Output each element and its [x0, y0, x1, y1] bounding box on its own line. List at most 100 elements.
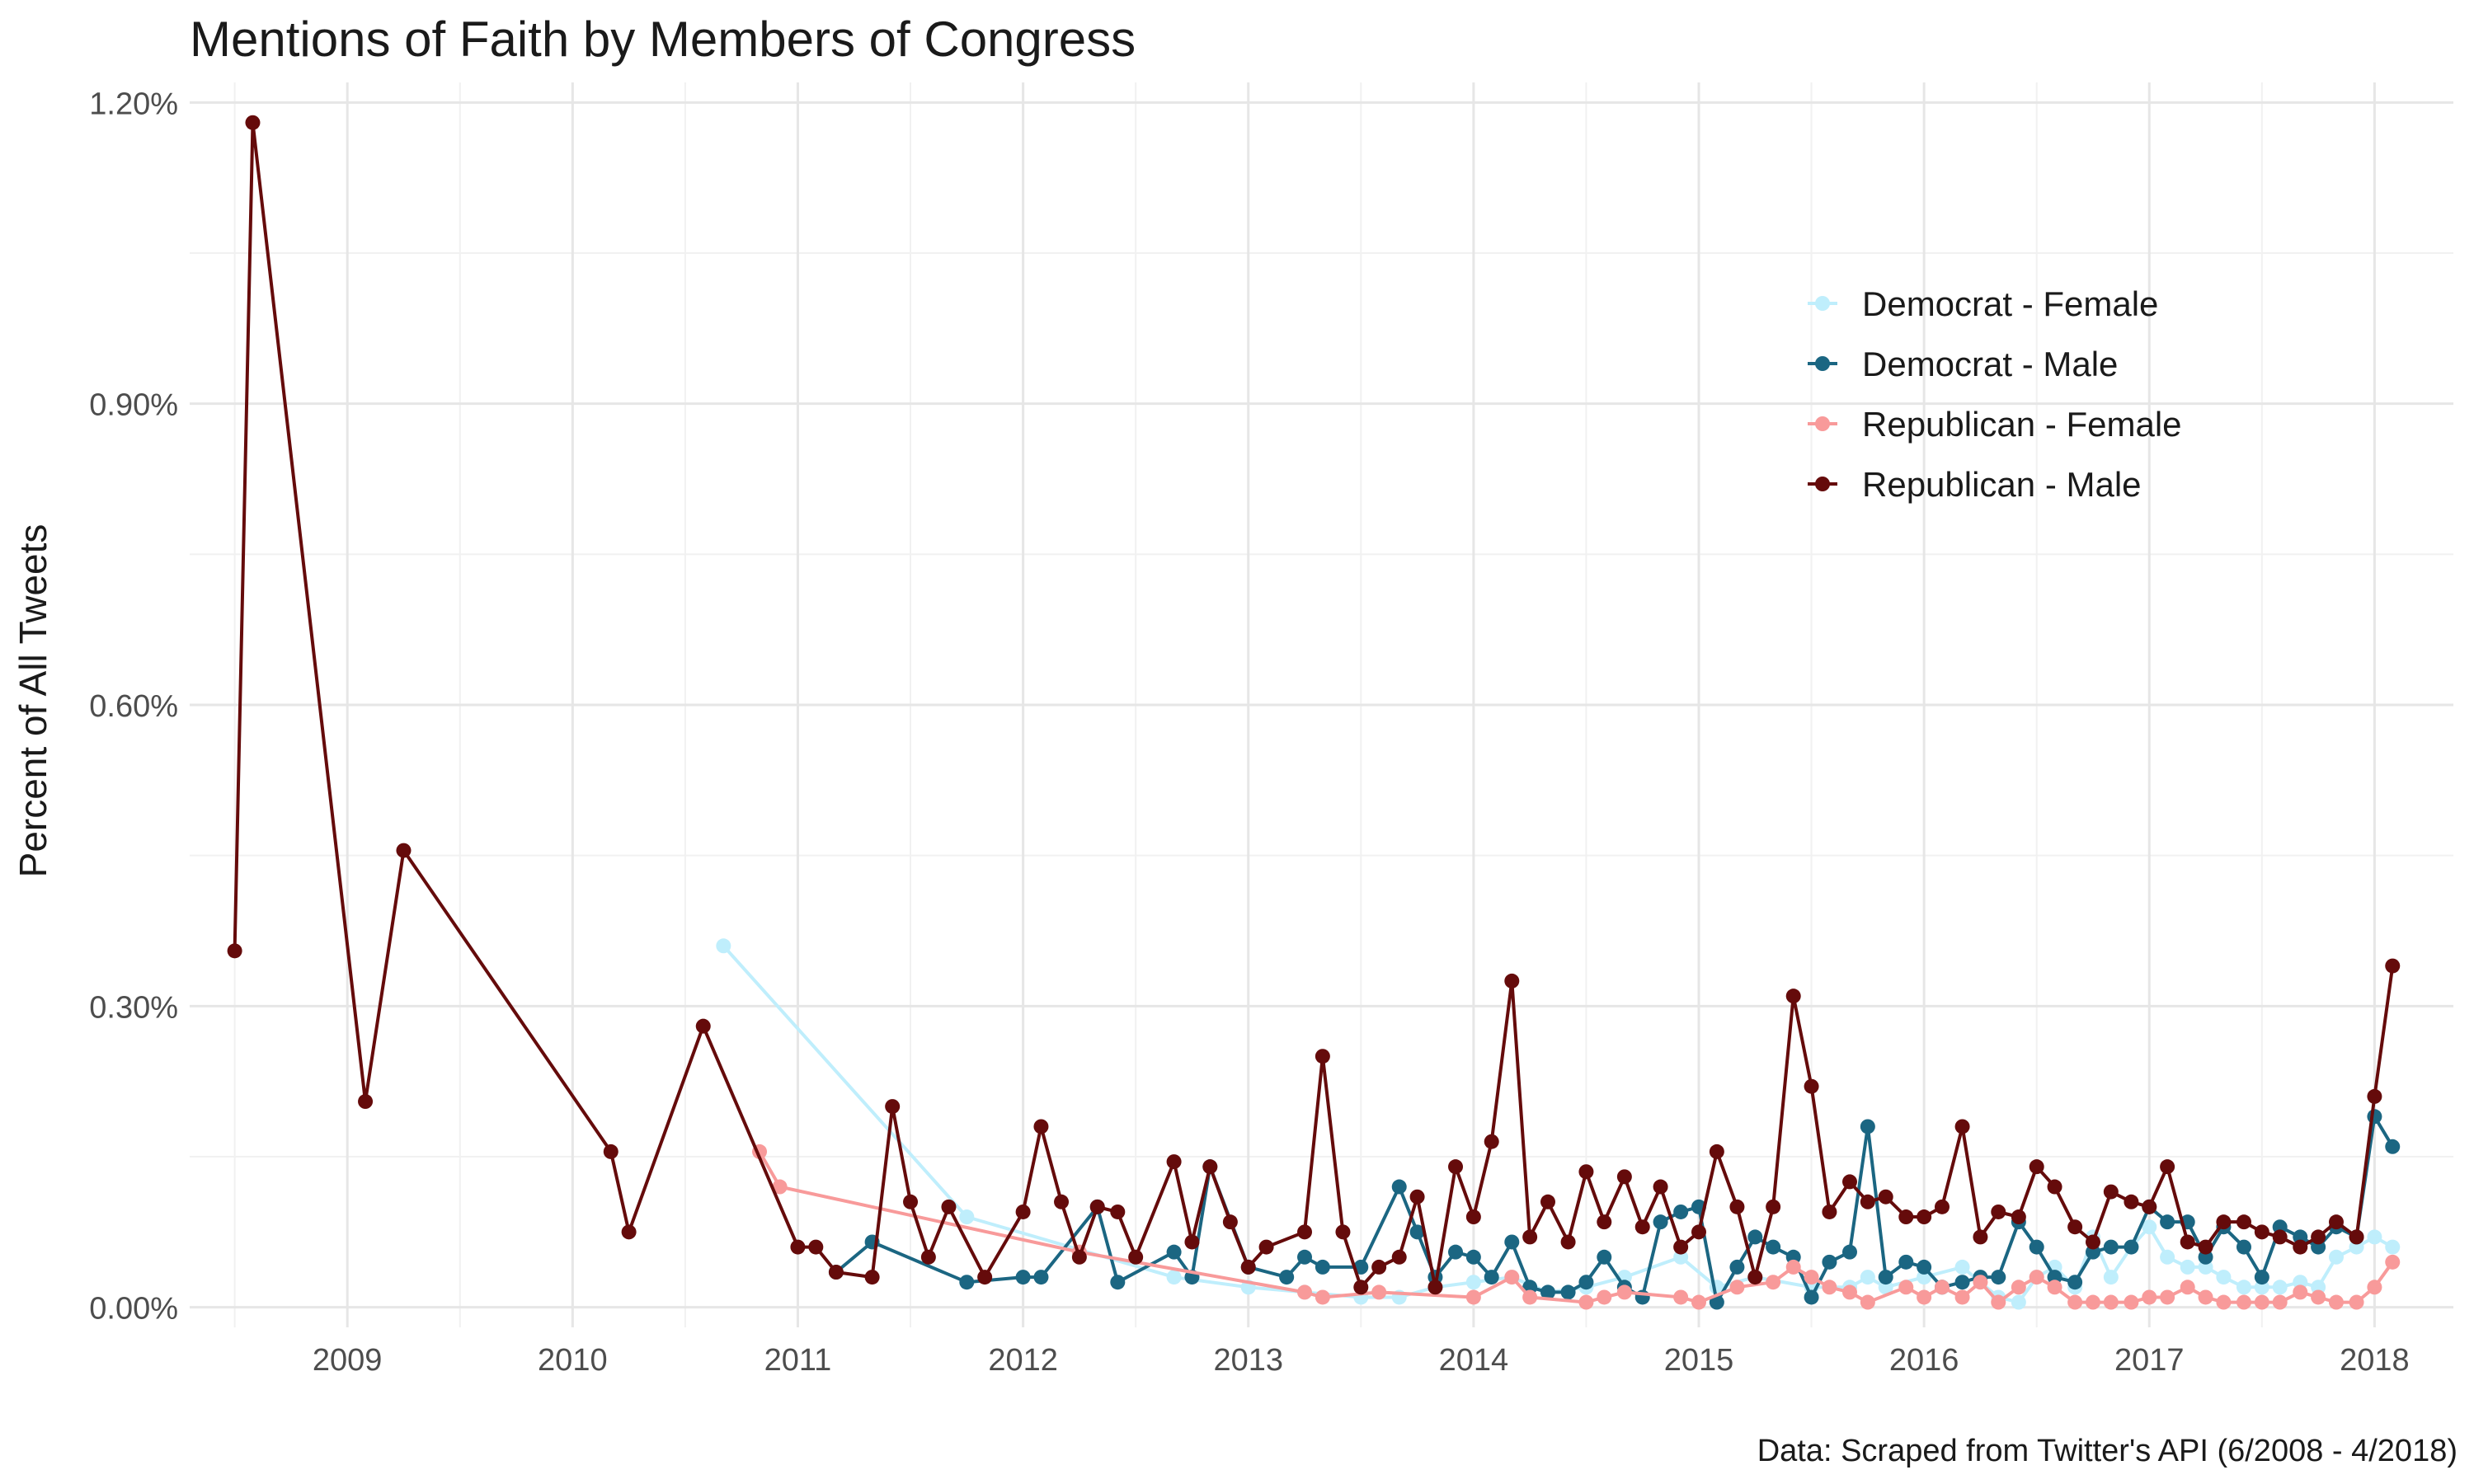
data-point [2254, 1224, 2269, 1240]
data-point [1973, 1229, 1988, 1245]
data-point [1465, 1275, 1481, 1290]
data-point [2272, 1294, 2288, 1310]
data-point [2085, 1234, 2100, 1250]
data-point [1504, 973, 1520, 989]
data-point [977, 1270, 993, 1285]
data-point [1297, 1249, 1313, 1265]
data-point [959, 1275, 975, 1290]
data-point [1804, 1289, 1819, 1305]
data-point [2385, 1139, 2401, 1154]
data-point [2124, 1194, 2139, 1209]
data-point [695, 1018, 711, 1034]
legend-swatch-point [1815, 416, 1830, 431]
data-point [1747, 1229, 1763, 1245]
data-point [2216, 1294, 2232, 1310]
legend-item: Republican - Female [1808, 405, 2182, 444]
data-point [2311, 1229, 2326, 1245]
data-point [1653, 1214, 1668, 1230]
x-tick-label: 2011 [764, 1343, 832, 1378]
data-point [1258, 1239, 1274, 1255]
data-point [2293, 1239, 2308, 1255]
x-tick-label: 2017 [2114, 1343, 2185, 1378]
x-tick-label: 2014 [1439, 1343, 1509, 1378]
data-point [1484, 1134, 1499, 1149]
x-tick-label: 2012 [988, 1343, 1058, 1378]
data-point [2349, 1229, 2364, 1245]
data-point [941, 1199, 957, 1214]
data-point [1297, 1224, 1313, 1240]
data-point [1766, 1199, 1781, 1214]
data-point [1898, 1254, 1914, 1270]
data-point [1522, 1289, 1538, 1305]
data-point [2142, 1219, 2157, 1235]
data-point [1673, 1239, 1689, 1255]
data-point [1917, 1289, 1932, 1305]
data-point [1860, 1194, 1875, 1209]
data-point [1991, 1270, 2006, 1285]
data-point [2254, 1270, 2269, 1285]
data-point [1860, 1294, 1875, 1310]
data-point [1484, 1270, 1499, 1285]
data-point [2011, 1280, 2026, 1295]
data-point [245, 115, 261, 130]
series-0 [716, 938, 2401, 1310]
data-point [1448, 1244, 1464, 1260]
legend-item: Republican - Male [1808, 465, 2142, 504]
data-point [1465, 1209, 1481, 1225]
data-point [1110, 1275, 1126, 1290]
data-point [716, 938, 731, 954]
data-point [1297, 1284, 1313, 1300]
data-point [2067, 1294, 2083, 1310]
x-tick-label: 2015 [1664, 1343, 1734, 1378]
data-point [2272, 1229, 2288, 1245]
data-point [1465, 1289, 1481, 1305]
data-point [1089, 1199, 1105, 1214]
legend-swatch-point [1815, 296, 1830, 311]
legend-label: Democrat - Male [1862, 345, 2118, 383]
data-point [621, 1224, 637, 1240]
data-point [1578, 1294, 1594, 1310]
data-point [1033, 1119, 1049, 1134]
data-point [1673, 1289, 1689, 1305]
data-point [1166, 1270, 1182, 1285]
data-point [2367, 1229, 2382, 1245]
data-point [1054, 1194, 1070, 1209]
data-point [2198, 1289, 2213, 1305]
data-point [2103, 1239, 2119, 1255]
data-point [1315, 1259, 1330, 1275]
data-point [1504, 1270, 1520, 1285]
data-point [1578, 1164, 1594, 1180]
data-point [1371, 1259, 1387, 1275]
data-point [1804, 1270, 1819, 1285]
data-point [1033, 1270, 1049, 1285]
data-point [2160, 1289, 2175, 1305]
data-point [358, 1094, 374, 1110]
x-tick-label: 2009 [313, 1343, 383, 1378]
data-point [1822, 1204, 1837, 1219]
legend-item: Democrat - Female [1808, 284, 2158, 323]
data-point [1860, 1119, 1875, 1134]
data-point [1917, 1259, 1932, 1275]
data-point [2160, 1159, 2175, 1175]
data-point [1747, 1270, 1763, 1285]
data-point [2328, 1294, 2344, 1310]
x-tick-label: 2016 [1889, 1343, 1959, 1378]
data-point [1597, 1214, 1612, 1230]
data-point [2328, 1214, 2344, 1230]
series-3 [227, 115, 2401, 1295]
data-point [1766, 1275, 1781, 1290]
y-tick-label: 0.00% [89, 1292, 178, 1327]
data-point [1709, 1144, 1724, 1159]
y-tick-label: 0.30% [89, 990, 178, 1025]
data-point [1409, 1224, 1425, 1240]
series-line [722, 944, 2394, 1304]
data-point [808, 1239, 824, 1255]
data-point [603, 1144, 618, 1159]
data-point [2103, 1270, 2119, 1285]
x-tick-label: 2013 [1213, 1343, 1283, 1378]
data-point [2142, 1199, 2157, 1214]
data-point [1785, 989, 1801, 1004]
data-point [1315, 1049, 1330, 1064]
data-point [2029, 1159, 2044, 1175]
data-point [2029, 1239, 2044, 1255]
